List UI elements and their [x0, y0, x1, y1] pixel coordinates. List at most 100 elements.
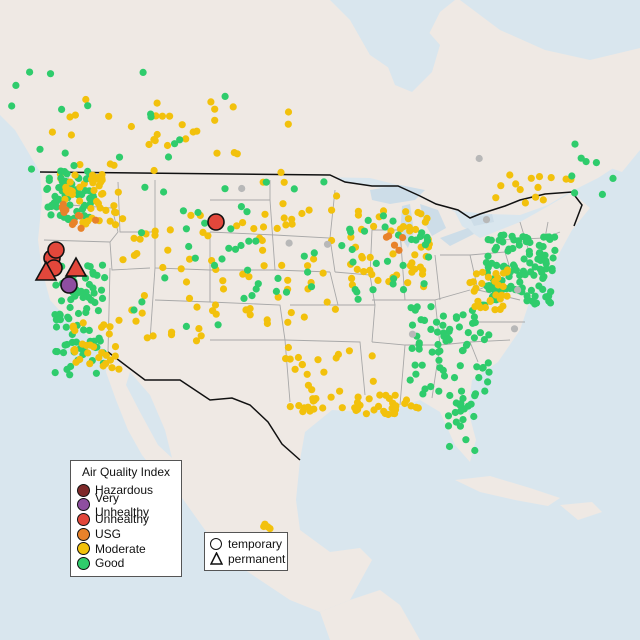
moderate-station-marker [76, 183, 84, 191]
good-station-marker [83, 305, 91, 313]
good-station-marker [85, 293, 93, 302]
moderate-station-marker [512, 180, 520, 188]
moderate-station-marker [516, 186, 524, 194]
legend-label: Very Unhealthy [95, 490, 150, 519]
moderate-station-marker [167, 331, 176, 339]
good-station-marker [8, 102, 16, 110]
good-station-marker [47, 211, 55, 219]
good-station-marker [439, 366, 447, 374]
good-station-marker [571, 140, 579, 148]
good-station-marker [138, 298, 146, 306]
good-station-marker [417, 316, 425, 324]
moderate-station-marker [195, 325, 203, 333]
good-station-marker [592, 159, 601, 167]
good-station-marker [26, 68, 34, 76]
moderate-station-marker [67, 131, 75, 139]
moderate-station-marker [365, 395, 373, 403]
moderate-station-marker [282, 221, 290, 229]
good-station-marker [45, 176, 53, 185]
moderate-station-marker [72, 358, 80, 366]
moderate-station-marker [405, 223, 413, 231]
good-station-marker [551, 246, 559, 254]
moderate-station-marker [374, 276, 382, 284]
good-station-marker [354, 295, 362, 303]
good-station-marker [514, 237, 523, 245]
legend-item-unhealthy: Unhealthy [77, 512, 175, 527]
moderate-station-marker [246, 305, 254, 313]
good-station-marker [56, 310, 64, 318]
moderate-station-marker [245, 273, 253, 281]
good-station-marker [171, 140, 179, 148]
good-station-marker [27, 165, 36, 173]
moderate-station-marker [133, 250, 141, 258]
good-station-marker [139, 68, 147, 76]
moderate-station-marker [150, 136, 158, 144]
moderate-station-marker [305, 206, 313, 214]
good-station-marker [434, 348, 442, 356]
moderate-station-marker [288, 215, 296, 223]
unhealthy-temporary-marker [47, 241, 65, 259]
good-station-marker [101, 274, 109, 282]
good-station-marker [310, 249, 318, 257]
good-station-marker [237, 241, 245, 250]
moderate-station-marker [491, 306, 499, 314]
moderate-station-marker [259, 246, 267, 254]
good-station-marker [460, 405, 468, 413]
good-station-marker [526, 259, 534, 267]
good-station-marker [505, 245, 513, 253]
moderate-station-marker [382, 391, 390, 399]
good-station-marker [86, 263, 94, 271]
good-station-marker [485, 331, 493, 339]
moderate-station-marker [411, 251, 419, 259]
good-station-marker [67, 362, 75, 371]
moderate-station-marker [230, 149, 238, 157]
moderate-station-marker [291, 365, 299, 373]
moderate-station-marker [62, 183, 70, 191]
good-station-marker [80, 201, 89, 209]
moderate-station-marker [391, 406, 400, 414]
moderate-station-marker [100, 321, 108, 329]
moderate-station-marker [414, 404, 422, 412]
no-data-station-marker [323, 240, 332, 248]
moderate-station-marker [469, 278, 477, 286]
moderate-station-marker [82, 95, 90, 104]
moderate-station-marker [475, 302, 483, 310]
moderate-station-marker [396, 225, 404, 233]
usg-station-marker [390, 241, 399, 249]
moderate-station-marker [391, 391, 399, 399]
good-station-marker [191, 254, 199, 262]
good-station-marker [399, 286, 408, 294]
good-station-marker [548, 267, 556, 275]
good-station-marker [252, 237, 260, 245]
moderate-station-marker [192, 337, 201, 345]
good-station-marker [320, 178, 328, 186]
moderate-station-marker [402, 208, 410, 216]
moderate-station-marker [88, 171, 97, 179]
moderate-station-marker [368, 270, 376, 278]
good-station-marker [210, 261, 219, 269]
good-station-marker [85, 326, 93, 334]
moderate-station-marker [158, 112, 166, 120]
moderate-station-marker [102, 206, 110, 214]
no-data-station-marker [408, 330, 417, 338]
moderate-station-marker [492, 270, 500, 278]
triangle-marker-icon [210, 552, 223, 566]
moderate-station-marker [106, 217, 114, 225]
good-station-marker [549, 254, 557, 262]
good-station-marker [428, 348, 436, 356]
good-station-marker [609, 174, 617, 182]
good-station-marker [463, 340, 471, 348]
good-station-marker [542, 265, 550, 273]
good-station-marker [237, 203, 245, 211]
good-station-marker [353, 288, 361, 296]
good-station-marker [338, 242, 346, 250]
moderate-station-marker [368, 352, 376, 360]
good-station-marker [484, 378, 492, 386]
good-station-marker [182, 225, 190, 233]
good-station-marker [464, 329, 472, 337]
moderate-station-marker [279, 200, 287, 208]
no-data-station-marker [510, 325, 519, 333]
unhealthy-permanent-marker [34, 260, 58, 281]
moderate-station-marker [115, 365, 123, 373]
moderate-station-marker [197, 332, 205, 340]
